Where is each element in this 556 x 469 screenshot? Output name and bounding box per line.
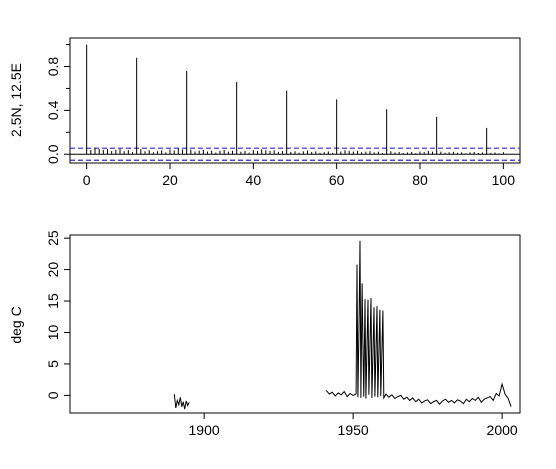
temperature-y-tick-label: 5 [45,360,61,368]
temperature-y-tick-label: 20 [45,262,61,278]
temperature-y-tick-label: 0 [45,391,61,399]
temperature-plot-frame [69,234,521,414]
temperature-y-tick-label: 25 [45,230,61,246]
acf-x-tick-label: 40 [246,172,262,188]
temperature-x-tick-label: 1950 [338,422,369,438]
temperature-x-tick-label: 2000 [487,422,518,438]
acf-y-tick-label: 0.0 [45,144,61,164]
acf-y-axis-title: 2.5N, 12.5E [8,63,24,137]
acf-x-tick-label: 60 [329,172,345,188]
temperature-y-tick-label: 15 [45,293,61,309]
acf-x-tick-label: 20 [162,172,178,188]
acf-y-tick-label: 0.8 [45,57,61,77]
temperature-y-axis-title: deg C [8,306,24,343]
temperature-series-line [173,394,190,410]
acf-x-tick-label: 0 [83,172,91,188]
acf-y-tick-label: 0.4 [45,100,61,120]
acf-panel: 0 20 40 60 80 100 0.0 0.4 0.8 2.5N, 12.5E [8,37,521,188]
acf-x-tick-label: 80 [412,172,428,188]
acf-x-tick-label: 100 [492,172,516,188]
temperature-panel: 1900 1950 2000 0 5 10 15 20 25 deg C [8,230,521,438]
temperature-series-line [325,240,512,407]
temperature-x-tick-label: 1900 [189,422,220,438]
acf-plot-frame [69,37,521,164]
temperature-y-tick-label: 10 [45,324,61,340]
